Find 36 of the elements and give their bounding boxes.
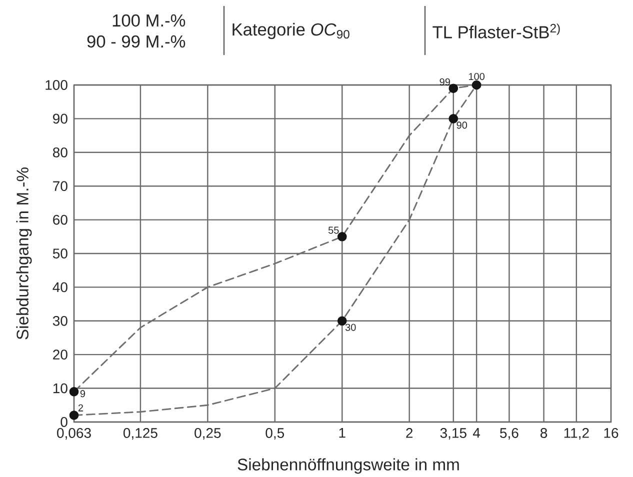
- x-tick-label: 1: [339, 428, 346, 438]
- data-label: 9: [80, 390, 86, 398]
- y-tick-label: 80: [52, 147, 68, 158]
- data-label: 90: [456, 122, 468, 129]
- data-label: 99: [440, 78, 450, 86]
- y-tick-label: 60: [53, 214, 68, 225]
- y-tick-label: 90: [53, 114, 68, 124]
- y-tick-label: 20: [53, 350, 68, 360]
- x-tick-label: 2: [406, 428, 413, 438]
- y-tick-label: 10: [53, 383, 68, 394]
- x-tick-label: 0,063: [57, 428, 91, 440]
- x-tick-label: 16: [604, 428, 618, 438]
- data-label: 2: [78, 404, 83, 412]
- y-tick-label: 100: [46, 80, 68, 90]
- x-tick-label: 0,5: [266, 428, 284, 440]
- text: TL Pflaster-StB$^{2)}$: [432, 24, 560, 38]
- data-label: 100: [468, 72, 485, 80]
- y-tick-label: 30: [52, 316, 68, 326]
- y-axis-title: Siebdurchgang in M.-%: [16, 168, 32, 340]
- x-tick-label: 3,15: [440, 428, 466, 440]
- text: Kategorie OC$_{90}$: [232, 22, 350, 40]
- x-axis-title: Siebnennöffnungsweite in mm: [238, 458, 459, 474]
- data-label: 30: [345, 324, 356, 331]
- x-tick-label: 0,25: [194, 428, 221, 440]
- x-tick-label: 11,2: [564, 428, 589, 440]
- x-tick-label: 4: [472, 428, 480, 438]
- text: 100 M.-%: [112, 14, 186, 27]
- y-tick-label: 50: [52, 248, 68, 258]
- data-label: 55: [328, 226, 339, 234]
- y-tick-label: 0: [60, 417, 68, 427]
- x-tick-label: 8: [540, 428, 548, 438]
- text: 90 - 99 M.-%: [87, 35, 186, 48]
- x-tick-label: 5,6: [500, 428, 518, 440]
- x-tick-label: 0,125: [123, 428, 158, 440]
- y-tick-label: 70: [53, 181, 68, 192]
- y-tick-label: 40: [52, 282, 68, 292]
